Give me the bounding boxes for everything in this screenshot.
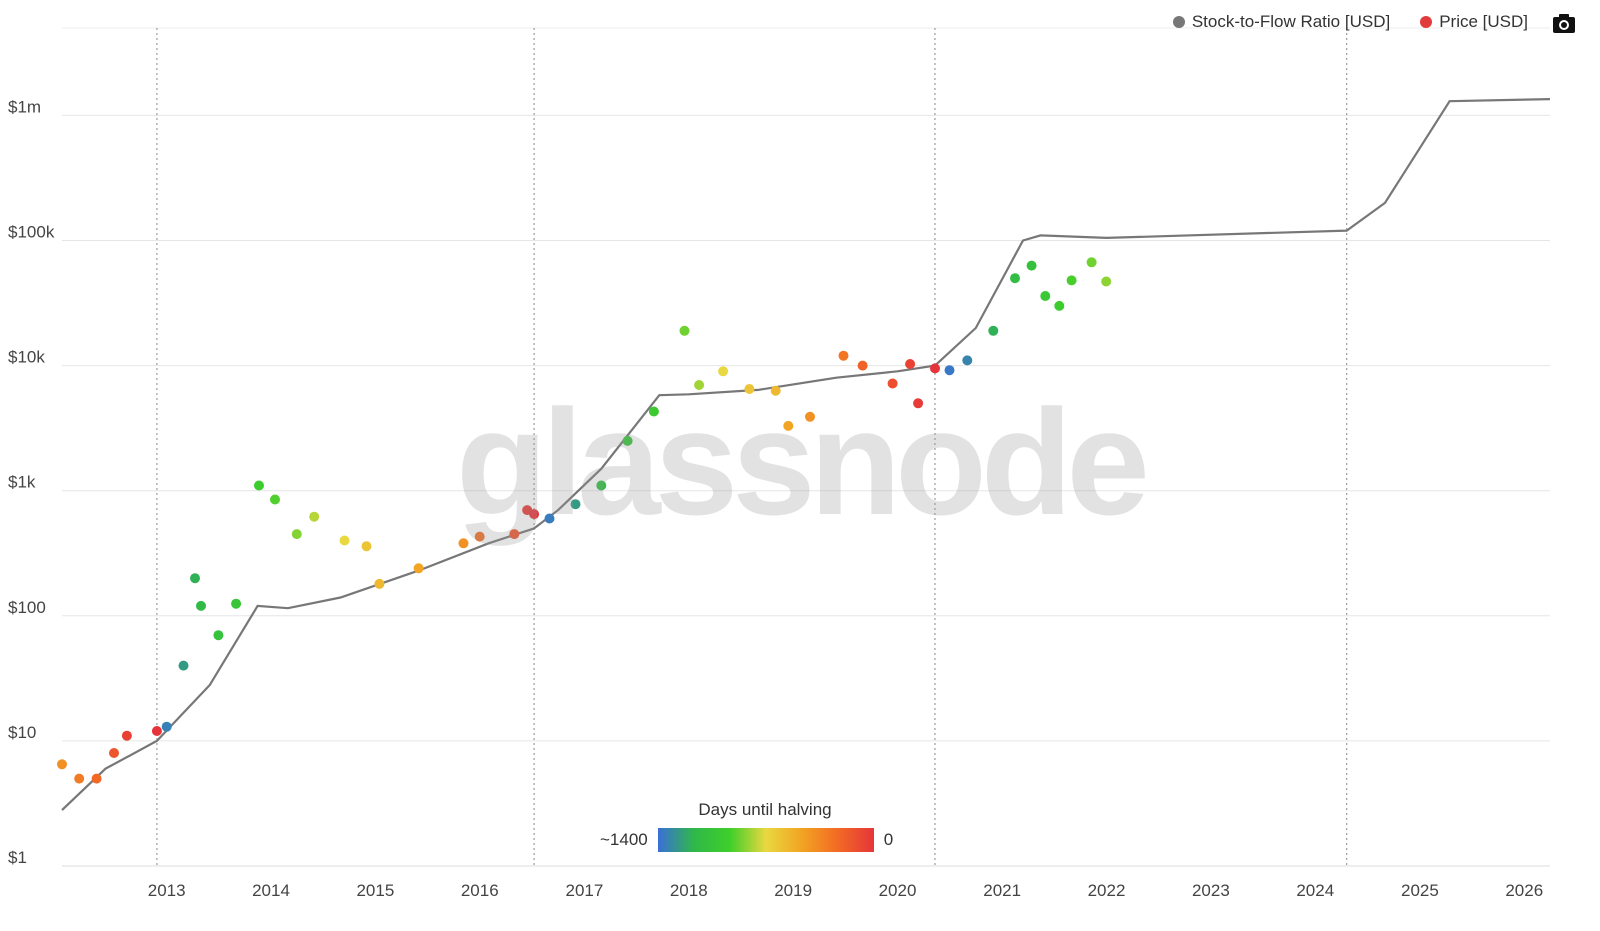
price-point: [544, 513, 555, 524]
price-point: [474, 531, 485, 542]
x-tick-label: 2020: [879, 881, 917, 900]
price-point: [458, 538, 469, 549]
price-point: [744, 384, 755, 394]
price-point: [1026, 260, 1037, 271]
price-point: [694, 380, 705, 390]
price-point: [231, 598, 242, 609]
y-axis: $1 $10 $100 $1k $10k $100k $1m: [8, 97, 55, 867]
legend-label: Stock-to-Flow Ratio [USD]: [1191, 12, 1391, 31]
camera-icon[interactable]: [1552, 12, 1576, 36]
x-tick-label: 2024: [1296, 881, 1334, 900]
x-tick-label: 2014: [252, 881, 290, 900]
price-point: [361, 541, 372, 552]
price-point: [962, 355, 973, 366]
x-tick-label: 2018: [670, 881, 708, 900]
price-point: [887, 378, 898, 389]
x-tick-label: 2017: [565, 881, 603, 900]
price-point: [91, 773, 102, 784]
y-tick-label: $10k: [8, 348, 45, 367]
price-point: [857, 360, 868, 371]
legend-label: Price [USD]: [1439, 12, 1528, 31]
price-point: [930, 363, 940, 374]
price-point: [121, 730, 132, 741]
x-tick-label: 2023: [1192, 881, 1230, 900]
grid-layer: [62, 27, 1550, 867]
x-tick-label: 2022: [1088, 881, 1126, 900]
legend-item-price[interactable]: Price [USD]: [1420, 12, 1528, 32]
y-tick-label: $10: [8, 723, 36, 742]
price-point: [648, 406, 659, 417]
stock-to-flow-line: [61, 98, 1551, 811]
price-point: [805, 411, 815, 422]
price-point: [570, 499, 581, 510]
colorbar-min-label: ~1400: [600, 830, 648, 849]
price-point: [718, 366, 729, 377]
price-point: [178, 660, 189, 671]
price-point: [988, 325, 999, 336]
price-point: [57, 759, 67, 770]
price-point: [1040, 291, 1051, 301]
price-point: [770, 385, 781, 396]
legend: Stock-to-Flow Ratio [USD] Price [USD]: [1172, 12, 1528, 32]
x-tick-label: 2021: [983, 881, 1021, 900]
price-point: [190, 573, 200, 584]
price-point: [309, 511, 320, 522]
x-tick-label: 2025: [1401, 881, 1439, 900]
price-point: [679, 325, 690, 336]
price-point: [838, 350, 849, 361]
legend-marker: [1172, 16, 1185, 28]
price-point: [413, 563, 424, 574]
x-tick-label: 2013: [148, 881, 186, 900]
price-point: [1010, 273, 1020, 284]
price-point: [509, 529, 520, 540]
price-point: [622, 435, 633, 446]
price-point: [905, 359, 916, 369]
price-point: [529, 509, 540, 520]
price-point: [109, 748, 119, 758]
y-tick-label: $1: [8, 848, 27, 867]
price-point: [291, 529, 302, 540]
price-point: [1054, 300, 1065, 311]
price-point: [1066, 275, 1077, 286]
halving-lines: [156, 28, 1348, 866]
price-point: [339, 535, 350, 546]
price-point: [196, 600, 206, 611]
stock-to-flow-series: [61, 98, 1551, 811]
price-point: [270, 494, 280, 505]
colorbar-gradient: [657, 828, 874, 852]
price-point: [254, 480, 264, 491]
colorbar-title: Days until halving: [698, 800, 832, 819]
x-tick-label: 2015: [356, 881, 394, 900]
x-tick-label: 2019: [774, 881, 812, 900]
price-series: [57, 257, 1112, 784]
x-axis: 2013 2014 2015 2016 2017 2018 2019 2020 2021 2022…: [62, 865, 1550, 900]
y-tick-label: $100k: [8, 223, 55, 242]
price-point: [944, 365, 955, 376]
y-tick-label: $1m: [8, 97, 41, 116]
price-point: [913, 398, 924, 409]
x-tick-label: 2026: [1505, 881, 1543, 900]
price-point: [161, 721, 172, 732]
price-point: [374, 578, 385, 589]
y-tick-label: $1k: [8, 473, 36, 492]
colorbar-max-label: 0: [883, 830, 894, 849]
price-point: [783, 420, 794, 431]
price-point: [1101, 276, 1112, 287]
colorbar: Days until halving ~1400 0: [600, 800, 930, 852]
price-point: [1086, 257, 1097, 268]
price-point: [213, 630, 224, 641]
legend-marker: [1420, 16, 1433, 28]
price-point: [74, 773, 85, 784]
price-point: [151, 726, 162, 736]
y-tick-label: $100: [8, 598, 46, 617]
price-point: [596, 480, 607, 491]
legend-item-stock-to-flow[interactable]: Stock-to-Flow Ratio [USD]: [1172, 12, 1391, 32]
x-tick-label: 2016: [461, 881, 499, 900]
